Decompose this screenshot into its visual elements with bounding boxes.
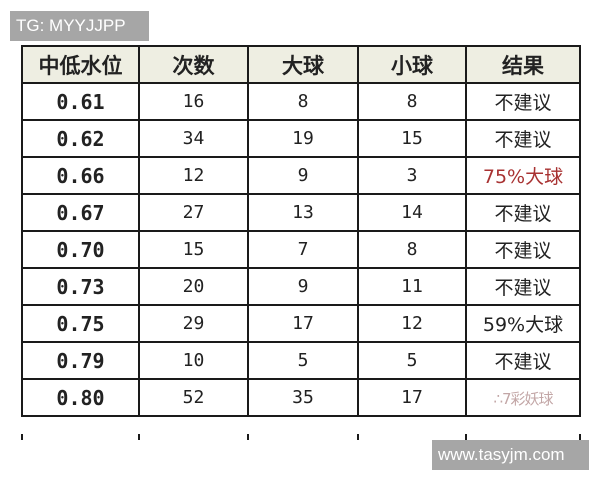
cell-under: 15	[357, 119, 467, 158]
cell-count: 10	[138, 341, 249, 380]
cell-under: 8	[357, 82, 467, 121]
table-row: 0.79 10 5 5 不建议	[21, 341, 581, 380]
cell-over: 13	[247, 193, 359, 232]
cell-over: 7	[247, 230, 359, 269]
cell-count: 16	[138, 82, 249, 121]
cell-over: 5	[247, 341, 359, 380]
cell-over: 8	[247, 82, 359, 121]
cell-under: 14	[357, 193, 467, 232]
table-row: 0.67 27 13 14 不建议	[21, 193, 581, 232]
cell-level: 0.80	[21, 378, 140, 417]
header-level: 中低水位	[21, 45, 140, 84]
header-over: 大球	[247, 45, 359, 84]
cell-count: 52	[138, 378, 249, 417]
header-count: 次数	[138, 45, 249, 84]
cell-count: 20	[138, 267, 249, 306]
cell-result: 59%大球	[465, 304, 581, 343]
cell-over: 9	[247, 156, 359, 195]
cell-under: 8	[357, 230, 467, 269]
table-row: 0.80 52 35 17 ∴7彩妖球	[21, 378, 581, 417]
cell-count: 15	[138, 230, 249, 269]
table-row: 0.66 12 9 3 75%大球	[21, 156, 581, 195]
watermark-smudge: ∴7彩妖球	[493, 389, 553, 408]
cell-count: 27	[138, 193, 249, 232]
watermark-site: www.tasyjm.com	[432, 440, 589, 470]
cell-result: 不建议	[465, 341, 581, 380]
cell-level: 0.73	[21, 267, 140, 306]
cell-under: 17	[357, 378, 467, 417]
cell-result: 不建议	[465, 230, 581, 269]
cell-level: 0.79	[21, 341, 140, 380]
cell-result: 不建议	[465, 267, 581, 306]
cell-level: 0.70	[21, 230, 140, 269]
header-under: 小球	[357, 45, 467, 84]
cell-under: 11	[357, 267, 467, 306]
cell-result: ∴7彩妖球	[465, 378, 581, 417]
cell-under: 12	[357, 304, 467, 343]
cell-under: 5	[357, 341, 467, 380]
cell-level: 0.75	[21, 304, 140, 343]
cell-count: 12	[138, 156, 249, 195]
table-header-row: 中低水位 次数 大球 小球 结果	[21, 45, 581, 84]
table-row: 0.62 34 19 15 不建议	[21, 119, 581, 158]
cell-over: 17	[247, 304, 359, 343]
cell-level: 0.61	[21, 82, 140, 121]
cell-over: 19	[247, 119, 359, 158]
cell-count: 34	[138, 119, 249, 158]
cell-result: 不建议	[465, 82, 581, 121]
water-level-table: 中低水位 次数 大球 小球 结果 0.61 16 8 8 不建议 0.62 34 19 15 不建…	[21, 45, 581, 417]
table-row: 0.75 29 17 12 59%大球	[21, 304, 581, 343]
cell-under: 3	[357, 156, 467, 195]
table-row: 0.70 15 7 8 不建议	[21, 230, 581, 269]
header-result: 结果	[465, 45, 581, 84]
table-partial-row	[21, 434, 581, 440]
watermark-tg: TG: MYYJJPP	[10, 11, 149, 41]
cell-result: 75%大球	[465, 156, 581, 195]
cell-result: 不建议	[465, 193, 581, 232]
cell-level: 0.67	[21, 193, 140, 232]
table-row: 0.73 20 9 11 不建议	[21, 267, 581, 306]
cell-over: 35	[247, 378, 359, 417]
cell-level: 0.62	[21, 119, 140, 158]
cell-level: 0.66	[21, 156, 140, 195]
cell-result: 不建议	[465, 119, 581, 158]
table-row: 0.61 16 8 8 不建议	[21, 82, 581, 121]
cell-over: 9	[247, 267, 359, 306]
cell-count: 29	[138, 304, 249, 343]
